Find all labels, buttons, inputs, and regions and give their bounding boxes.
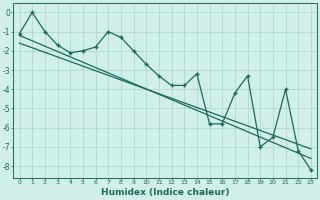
- X-axis label: Humidex (Indice chaleur): Humidex (Indice chaleur): [101, 188, 229, 197]
